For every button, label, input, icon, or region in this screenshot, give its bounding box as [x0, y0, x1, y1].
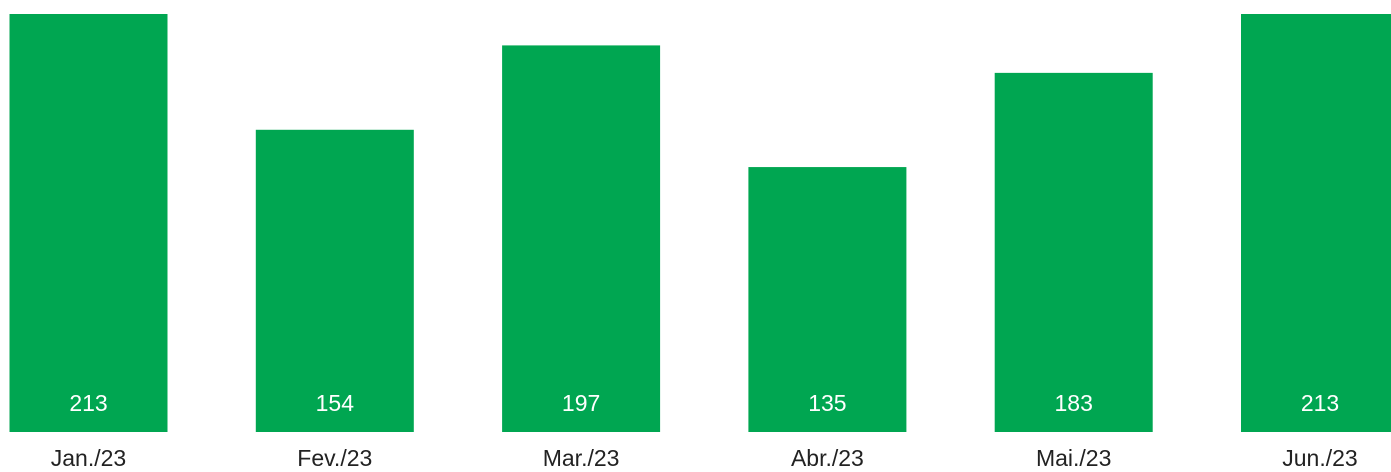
value-label: 197	[562, 390, 600, 416]
x-tick-label: Fev./23	[297, 445, 372, 471]
value-label: 154	[316, 390, 355, 416]
bar	[994, 72, 1153, 433]
x-tick-label: Mai./23	[1036, 445, 1111, 471]
value-label: 213	[1301, 390, 1339, 416]
bar	[502, 45, 661, 433]
x-tick-label: Abr./23	[791, 445, 864, 471]
bar	[9, 14, 168, 432]
value-label: 213	[69, 390, 107, 416]
x-tick-label: Mar./23	[543, 445, 620, 471]
value-label: 183	[1055, 390, 1093, 416]
bar	[1241, 14, 1391, 432]
value-label: 135	[808, 390, 846, 416]
bar	[255, 129, 414, 432]
x-tick-label: Jun./23	[1282, 445, 1357, 471]
x-tick-label: Jan./23	[51, 445, 126, 471]
bar	[748, 167, 907, 432]
